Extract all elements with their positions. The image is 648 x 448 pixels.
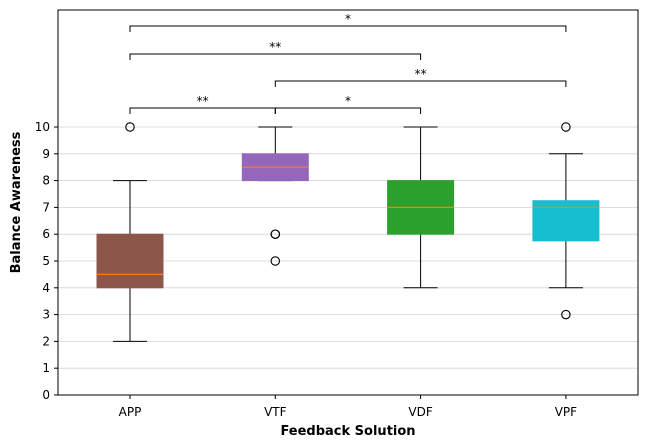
- box-body: [532, 200, 600, 242]
- significance-bracket: **: [129, 94, 276, 114]
- bracket-line: [129, 107, 276, 114]
- x-tick-label: VTF: [264, 405, 287, 419]
- significance-bracket: *: [129, 12, 567, 32]
- x-tick-label: APP: [119, 405, 142, 419]
- significance-label: **: [269, 40, 281, 54]
- box-body: [96, 233, 164, 289]
- significance-bracket: *: [274, 94, 422, 114]
- bracket-line: [129, 53, 422, 60]
- outlier-point: [270, 229, 281, 239]
- significance-label: **: [197, 94, 209, 108]
- axes: 0 1 2 3 4 5 6 7 8 9 10 APP VTF VDF VPF: [35, 120, 577, 419]
- box-vtf: [241, 126, 309, 266]
- y-tick-label: 8: [42, 174, 50, 188]
- x-tick-label: VPF: [555, 405, 577, 419]
- y-tick-label: 7: [42, 200, 50, 214]
- significance-label: **: [415, 67, 427, 81]
- bracket-line: [274, 107, 422, 114]
- significance-bracket: **: [129, 40, 422, 60]
- significance-brackets: ******* *: [129, 12, 567, 114]
- box-vpf: [532, 122, 600, 320]
- significance-label: *: [345, 12, 351, 26]
- y-tick-label: 2: [42, 334, 50, 348]
- plot-frame: [57, 9, 639, 396]
- y-axis-title: Balance Awareness: [9, 131, 24, 273]
- outlier-point: [270, 256, 281, 266]
- outlier-point: [561, 122, 571, 132]
- y-tick-label: 0: [42, 388, 50, 402]
- y-tick-label: 5: [42, 254, 50, 268]
- boxes: [96, 122, 600, 342]
- significance-bracket: **: [274, 67, 567, 87]
- x-tick-label: VDF: [408, 405, 432, 419]
- y-tick-label: 9: [42, 147, 50, 161]
- y-tick-label: 10: [35, 120, 50, 134]
- bracket-line: [274, 80, 567, 87]
- box-app: [96, 122, 164, 342]
- y-tick-label: 3: [42, 308, 50, 322]
- y-tick-label: 6: [42, 227, 50, 241]
- outlier-point: [125, 122, 135, 132]
- y-tick-label: 4: [42, 281, 50, 295]
- significance-label: *: [345, 94, 351, 108]
- box-vdf: [387, 126, 455, 289]
- outlier-point: [561, 309, 571, 320]
- x-axis-title: Feedback Solution: [280, 424, 415, 439]
- bracket-line: [129, 25, 567, 32]
- y-tick-label: 1: [42, 361, 50, 375]
